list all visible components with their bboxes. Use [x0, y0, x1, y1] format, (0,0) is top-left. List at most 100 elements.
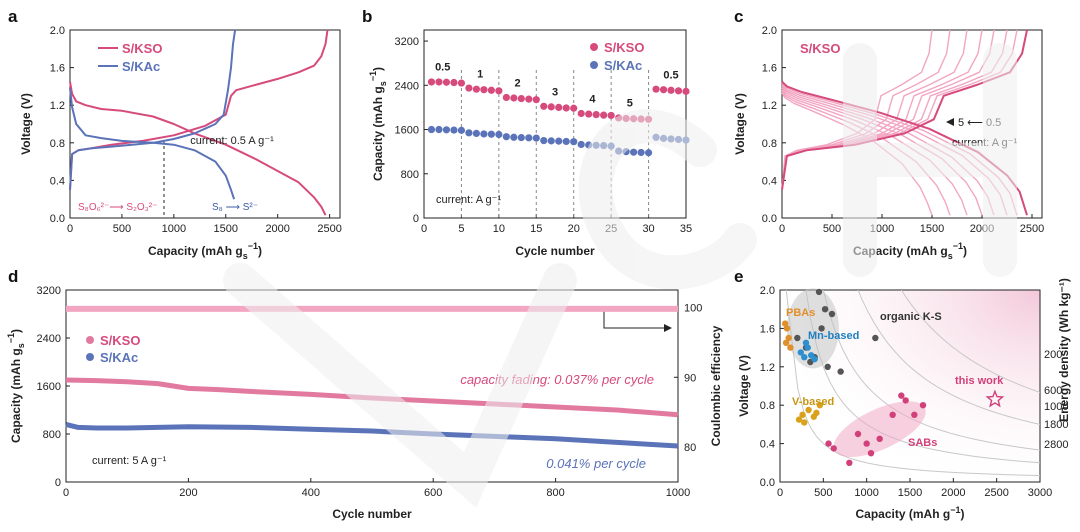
panel-a-right-note: S₈ ⟶ S²⁻ — [212, 202, 258, 213]
panel-e-mn-point — [811, 355, 818, 363]
panel-b-kso-point — [607, 111, 615, 120]
panel-e-y-tick-label: 0.8 — [760, 400, 775, 412]
panel-e-organic-point — [828, 310, 836, 318]
panel-c-chart: 0 500 1000 1500 2000 2500 0.0 0.4 0.8 1.2 1.6 2.0 — [762, 25, 1045, 235]
panel-b-kso-point — [517, 94, 525, 103]
panel-e-v-point — [801, 419, 808, 426]
panel-d-x-tick-label: 400 — [302, 487, 320, 499]
panel-b-kac-point — [510, 133, 518, 141]
panel-e-v-point — [795, 416, 803, 423]
panel-e-label-this: this work — [955, 375, 1004, 387]
panel-c-legend-kso: S/KSO — [800, 41, 840, 56]
panel-e-sabs-point — [919, 402, 927, 409]
panel-b-rate-label: 4 — [589, 94, 596, 106]
panel-b-kac-point — [427, 125, 436, 134]
panel-b-kso-point — [644, 115, 653, 123]
panel-e-mn-point — [804, 344, 811, 351]
panel-d-y-tick-label: 2400 — [37, 333, 61, 345]
panel-a-x-tick-label: 2000 — [265, 223, 289, 235]
panel-a-y-tick-label: 0.0 — [50, 213, 65, 225]
panel-a-y-tick-label: 1.6 — [50, 63, 65, 75]
panel-a-y-tick-label: 0.4 — [50, 175, 65, 187]
panel-e-energy-curve — [805, 290, 1040, 464]
panel-a-x-tick-label: 2500 — [317, 223, 341, 235]
panel-e-sabs-point — [876, 435, 883, 442]
panel-e-label-mn: Mn-based — [808, 330, 859, 342]
panel-c-x-tick-label: 1500 — [920, 223, 944, 235]
panel-b-rate-label: 0.5 — [435, 61, 450, 73]
panel-b-kso-point — [442, 78, 451, 86]
panel-b-y-tick-label: 1600 — [395, 125, 419, 137]
panel-d-x-label: Cycle number — [332, 507, 412, 521]
panel-b-kac-point — [637, 148, 645, 157]
panel-b-kac-point — [562, 137, 570, 146]
panel-letter-a: a — [8, 7, 18, 26]
panel-b-kac-point — [652, 133, 660, 141]
panel-b-kac-point — [540, 136, 548, 145]
panel-e-x-tick-label: 1000 — [854, 487, 878, 499]
panel-b-y-tick-label: 3200 — [395, 36, 419, 48]
panel-a-x-tick-label: 1500 — [214, 223, 238, 235]
panel-d-y-right-label: Coulombic efficiency — [709, 325, 723, 446]
panel-e-pbas-point — [783, 325, 791, 332]
panel-a-kso-discharge-line — [69, 81, 327, 216]
panel-b-kso-point — [547, 103, 555, 111]
panel-e-v-point — [813, 409, 820, 417]
panel-d-y-tick-label: 3200 — [37, 285, 61, 297]
panel-b-kac-point — [495, 130, 503, 139]
panel-e-x-tick-label: 2500 — [984, 487, 1008, 499]
panel-b-legend-kac: S/KAc — [604, 58, 642, 73]
panel-d-legend-kac-swatch — [86, 353, 94, 361]
panel-d-x-tick-label: 200 — [179, 487, 197, 499]
panel-e-organic-point — [815, 288, 823, 296]
panel-e-pbas-point — [782, 320, 789, 327]
panel-d-ce-arrowhead — [664, 324, 672, 332]
panel-b-x-tick-label: 25 — [605, 223, 617, 235]
panel-b-kac-point — [502, 133, 510, 141]
panel-b-kso-point — [427, 78, 436, 86]
panel-b-kso-point — [540, 102, 548, 110]
panel-b-x-tick-label: 10 — [493, 223, 505, 235]
panel-b-kso-point — [674, 87, 683, 95]
panel-b-kac-point — [585, 141, 593, 149]
panel-a-y-label: Voltage (V) — [19, 93, 33, 155]
panel-c-x-tick-label: 0 — [779, 223, 785, 235]
panel-b-current-note: current: A g⁻¹ — [436, 194, 501, 206]
panel-b-rate-label: 3 — [552, 86, 558, 98]
panel-b-x-label: Cycle number — [515, 244, 595, 258]
panel-e-label-v: V-based — [792, 396, 834, 408]
panel-b-kac-point — [457, 126, 466, 134]
panel-d-x-tick-label: 1000 — [666, 487, 690, 499]
panel-c-x-tick-label: 500 — [823, 223, 841, 235]
panel-b-kso-point — [585, 110, 593, 118]
panel-b-rate-label: 2 — [515, 78, 521, 90]
panel-b-kac-point — [435, 125, 443, 134]
panel-d-kso-fading: capacity fading: 0.037% per cycle — [460, 372, 654, 387]
panel-e-label-organic: organic K-S — [880, 311, 942, 323]
panel-e-x-tick-label: 1500 — [898, 487, 922, 499]
panel-e-label-sabs: SABs — [908, 437, 937, 449]
panel-c-y-label: Voltage (V) — [733, 93, 747, 155]
panel-e-y-tick-label: 0.0 — [760, 477, 775, 489]
panel-a-x-tick-label: 500 — [113, 223, 131, 235]
panel-d-y-tick-label: 0 — [55, 477, 61, 489]
panel-e-pbas-point — [785, 334, 792, 342]
panel-d-legend-kso: S/KSO — [100, 333, 140, 348]
panel-b-kso-point — [615, 114, 623, 122]
panel-b-x-tick-label: 15 — [530, 223, 542, 235]
panel-b-frame — [423, 29, 687, 219]
panel-b-kso-point — [659, 86, 668, 94]
panel-e-sabs-point — [898, 392, 905, 399]
panel-b-y-tick-label: 0 — [413, 213, 419, 225]
panel-e-y-tick-label: 0.4 — [760, 439, 775, 451]
panel-e-energy-curve — [857, 290, 1040, 425]
panel-d-y-tick-label: 800 — [43, 429, 61, 441]
panel-b-kso-point — [465, 84, 473, 92]
panel-c-y-tick-label: 2.0 — [762, 25, 777, 37]
panel-b-legend-kso: S/KSO — [604, 40, 644, 55]
panel-b-rate-label: 0.5 — [663, 69, 678, 81]
panel-d-x-tick-label: 600 — [424, 487, 442, 499]
panel-b-kac-point — [547, 137, 555, 145]
panel-e-this-work-star — [985, 389, 1005, 408]
